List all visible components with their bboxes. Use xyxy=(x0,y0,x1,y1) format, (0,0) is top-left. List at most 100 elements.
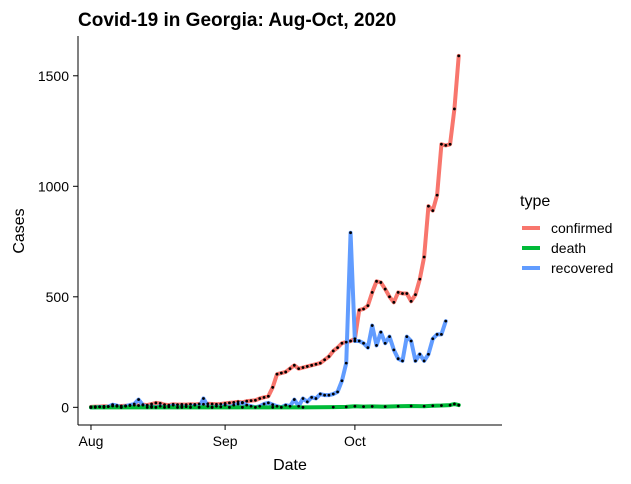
data-point-recovered xyxy=(422,359,426,363)
data-point-confirmed xyxy=(210,402,214,406)
data-point-recovered xyxy=(236,402,240,406)
data-point-recovered xyxy=(249,404,253,408)
data-point-recovered xyxy=(215,404,218,408)
data-point-confirmed xyxy=(405,292,409,295)
legend-label-confirmed: confirmed xyxy=(551,220,612,236)
data-point-confirmed xyxy=(440,142,443,146)
data-point-confirmed xyxy=(189,402,192,406)
data-point-recovered xyxy=(219,405,223,409)
data-point-confirmed xyxy=(258,397,262,400)
y-tick-label: 0 xyxy=(61,399,69,415)
plot-points xyxy=(89,54,461,409)
data-point-recovered xyxy=(305,400,309,404)
data-point-death xyxy=(353,404,357,408)
data-point-confirmed xyxy=(427,204,430,208)
data-point-confirmed xyxy=(154,401,158,405)
data-point-recovered xyxy=(344,361,348,365)
data-point-death xyxy=(422,404,426,408)
data-point-confirmed xyxy=(435,193,439,197)
data-point-recovered xyxy=(262,402,266,406)
data-point-recovered xyxy=(102,405,106,409)
legend-title: type xyxy=(520,193,550,210)
data-point-recovered xyxy=(93,405,97,409)
data-point-death xyxy=(271,405,275,409)
data-point-recovered xyxy=(154,405,158,409)
data-point-recovered xyxy=(396,357,400,361)
data-point-confirmed xyxy=(232,401,236,404)
data-point-confirmed xyxy=(357,308,361,312)
data-point-recovered xyxy=(228,405,231,409)
data-point-recovered xyxy=(353,339,357,343)
data-point-confirmed xyxy=(418,277,422,281)
data-point-confirmed xyxy=(444,144,448,147)
data-point-recovered xyxy=(318,392,322,396)
legend-label-death: death xyxy=(551,240,586,256)
data-point-recovered xyxy=(375,344,378,347)
data-point-recovered xyxy=(388,335,391,338)
data-point-recovered xyxy=(288,404,292,408)
data-point-recovered xyxy=(245,403,249,407)
data-point-death xyxy=(362,405,365,409)
data-point-death xyxy=(440,404,443,407)
data-point-recovered xyxy=(409,339,413,343)
x-tick-label: Oct xyxy=(344,433,366,449)
data-point-recovered xyxy=(440,332,443,336)
data-point-confirmed xyxy=(422,255,426,259)
data-point-recovered xyxy=(115,404,119,407)
data-point-confirmed xyxy=(292,363,296,367)
data-point-confirmed xyxy=(349,339,352,343)
data-point-recovered xyxy=(189,405,192,409)
data-point-recovered xyxy=(158,404,162,408)
data-point-death xyxy=(344,405,348,409)
data-point-confirmed xyxy=(414,293,417,296)
series-line-recovered xyxy=(88,230,448,410)
data-point-recovered xyxy=(241,401,244,405)
data-point-recovered xyxy=(253,405,257,409)
data-point-recovered xyxy=(362,341,365,345)
data-point-confirmed xyxy=(215,402,218,406)
data-point-recovered xyxy=(223,403,227,407)
data-point-death xyxy=(453,402,456,406)
data-point-recovered xyxy=(132,402,136,406)
data-point-recovered xyxy=(124,404,127,408)
data-point-confirmed xyxy=(184,403,188,407)
data-point-confirmed xyxy=(137,404,140,407)
data-point-recovered xyxy=(297,404,301,408)
data-point-confirmed xyxy=(158,401,162,405)
data-point-confirmed xyxy=(327,355,331,358)
data-point-recovered xyxy=(106,405,110,409)
data-point-recovered xyxy=(405,335,409,338)
data-point-confirmed xyxy=(362,307,365,311)
series-line-death xyxy=(88,402,461,410)
legend-entries: confirmed death recovered xyxy=(522,220,613,276)
data-point-confirmed xyxy=(145,403,149,407)
data-point-confirmed xyxy=(370,290,374,294)
x-axis-title: Date xyxy=(273,457,307,474)
data-point-confirmed xyxy=(279,371,283,375)
data-point-confirmed xyxy=(202,402,205,406)
data-point-confirmed xyxy=(236,400,240,404)
legend-label-recovered: recovered xyxy=(551,260,613,276)
data-point-confirmed xyxy=(150,402,153,406)
data-point-death xyxy=(457,403,461,407)
data-point-confirmed xyxy=(396,290,400,294)
data-point-confirmed xyxy=(375,279,378,283)
data-point-death xyxy=(241,405,244,409)
data-point-recovered xyxy=(349,231,352,235)
data-point-recovered xyxy=(401,359,404,363)
data-point-recovered xyxy=(370,324,374,327)
data-point-death xyxy=(370,405,374,408)
data-point-recovered xyxy=(145,405,149,409)
data-point-confirmed xyxy=(457,54,461,58)
data-point-recovered xyxy=(383,341,387,345)
data-point-confirmed xyxy=(245,399,249,403)
data-point-recovered xyxy=(379,330,383,334)
data-point-recovered xyxy=(284,403,288,407)
legend: type confirmed death recovered xyxy=(520,193,613,276)
data-point-confirmed xyxy=(163,403,166,407)
data-point-recovered xyxy=(232,403,236,407)
data-point-recovered xyxy=(414,359,417,363)
data-point-recovered xyxy=(427,352,430,356)
data-point-death xyxy=(210,405,214,409)
